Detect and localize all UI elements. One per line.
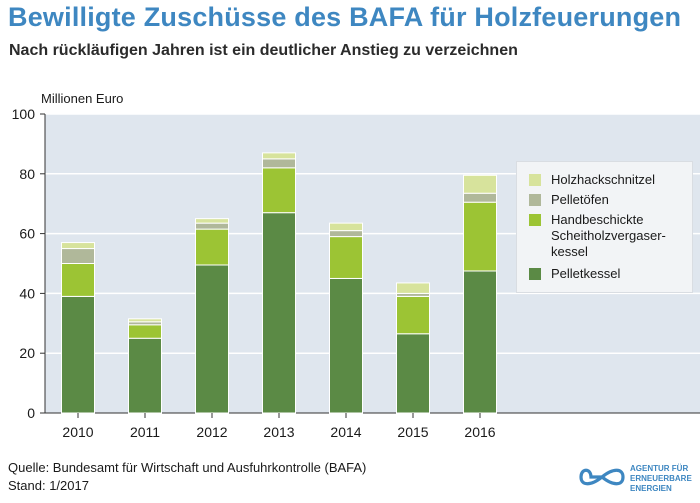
x-tick-label: 2012 bbox=[196, 424, 227, 440]
y-axis-unit-label: Millionen Euro bbox=[41, 91, 124, 106]
y-tick-label: 100 bbox=[12, 106, 36, 122]
x-tick-label: 2013 bbox=[263, 424, 294, 440]
legend-swatch-pelletkessel bbox=[529, 268, 541, 280]
y-tick-label: 60 bbox=[19, 226, 35, 242]
bar-segment bbox=[329, 222, 363, 232]
x-tick-label: 2014 bbox=[330, 424, 361, 440]
bar-segment bbox=[61, 295, 95, 414]
legend-label-holzhackschnitzel: Holzhackschnitzel bbox=[551, 172, 656, 187]
legend-label-pelletoefen: Pelletöfen bbox=[551, 192, 609, 207]
chart-subtitle: Nach rückläufigen Jahren ist ein deutlic… bbox=[9, 42, 518, 59]
bar-segment bbox=[262, 158, 296, 169]
x-tick-label: 2016 bbox=[464, 424, 495, 440]
legend-swatch-scheitholzvergaser bbox=[529, 214, 541, 226]
date-text: Stand: 1/2017 bbox=[8, 478, 89, 493]
legend-swatch-holzhackschnitzel bbox=[529, 174, 541, 186]
bar-segment bbox=[61, 242, 95, 250]
bar-segment bbox=[396, 282, 430, 294]
x-tick-label: 2011 bbox=[130, 424, 160, 440]
chart-title: Bewilligte Zuschüsse des BAFA für Holzfe… bbox=[8, 2, 682, 32]
bar-segment bbox=[195, 228, 229, 266]
bar-segment bbox=[463, 174, 497, 194]
bar-segment bbox=[329, 277, 363, 414]
bar-segment bbox=[128, 318, 162, 323]
y-tick-label: 20 bbox=[19, 345, 35, 361]
bar-segment bbox=[463, 201, 497, 272]
bar-segment bbox=[396, 295, 430, 335]
legend-label-scheitholzvergaser: Handbeschickte Scheitholzvergaser-kessel bbox=[551, 212, 666, 259]
infinity-logo-icon bbox=[579, 468, 625, 486]
x-tick-label: 2015 bbox=[397, 424, 428, 440]
aee-logo: AGENTUR FÜR ERNEUERBARE ENERGIEN bbox=[579, 462, 694, 498]
bar-segment bbox=[262, 212, 296, 414]
bar-segment bbox=[262, 167, 296, 214]
y-tick-label: 0 bbox=[27, 405, 35, 421]
y-tick-label: 40 bbox=[19, 285, 35, 301]
source-text: Quelle: Bundesamt für Wirtschaft und Aus… bbox=[8, 460, 367, 475]
legend: Holzhackschnitzel Pelletöfen Handbeschic… bbox=[516, 161, 693, 293]
bar-segment bbox=[329, 230, 363, 238]
bar-segment bbox=[262, 152, 296, 160]
bar-segment bbox=[195, 218, 229, 224]
logo-text: AGENTUR FÜR ERNEUERBARE ENERGIEN bbox=[630, 464, 692, 493]
legend-label-pelletkessel: Pelletkessel bbox=[551, 266, 621, 281]
bar-segment bbox=[195, 264, 229, 414]
y-tick-label: 80 bbox=[19, 166, 35, 182]
legend-swatch-pelletoefen bbox=[529, 194, 541, 206]
bar-segment bbox=[195, 222, 229, 230]
bar-segment bbox=[329, 236, 363, 279]
bar-segment bbox=[463, 270, 497, 414]
bar-segment bbox=[463, 192, 497, 203]
bar-segment bbox=[61, 248, 95, 265]
source-note: Quelle: Bundesamt für Wirtschaft und Aus… bbox=[8, 459, 366, 495]
bar-segment bbox=[128, 337, 162, 414]
bar-segment bbox=[61, 263, 95, 297]
x-tick-label: 2010 bbox=[62, 424, 93, 440]
bar-segment bbox=[128, 324, 162, 339]
bar-segment bbox=[396, 333, 430, 414]
